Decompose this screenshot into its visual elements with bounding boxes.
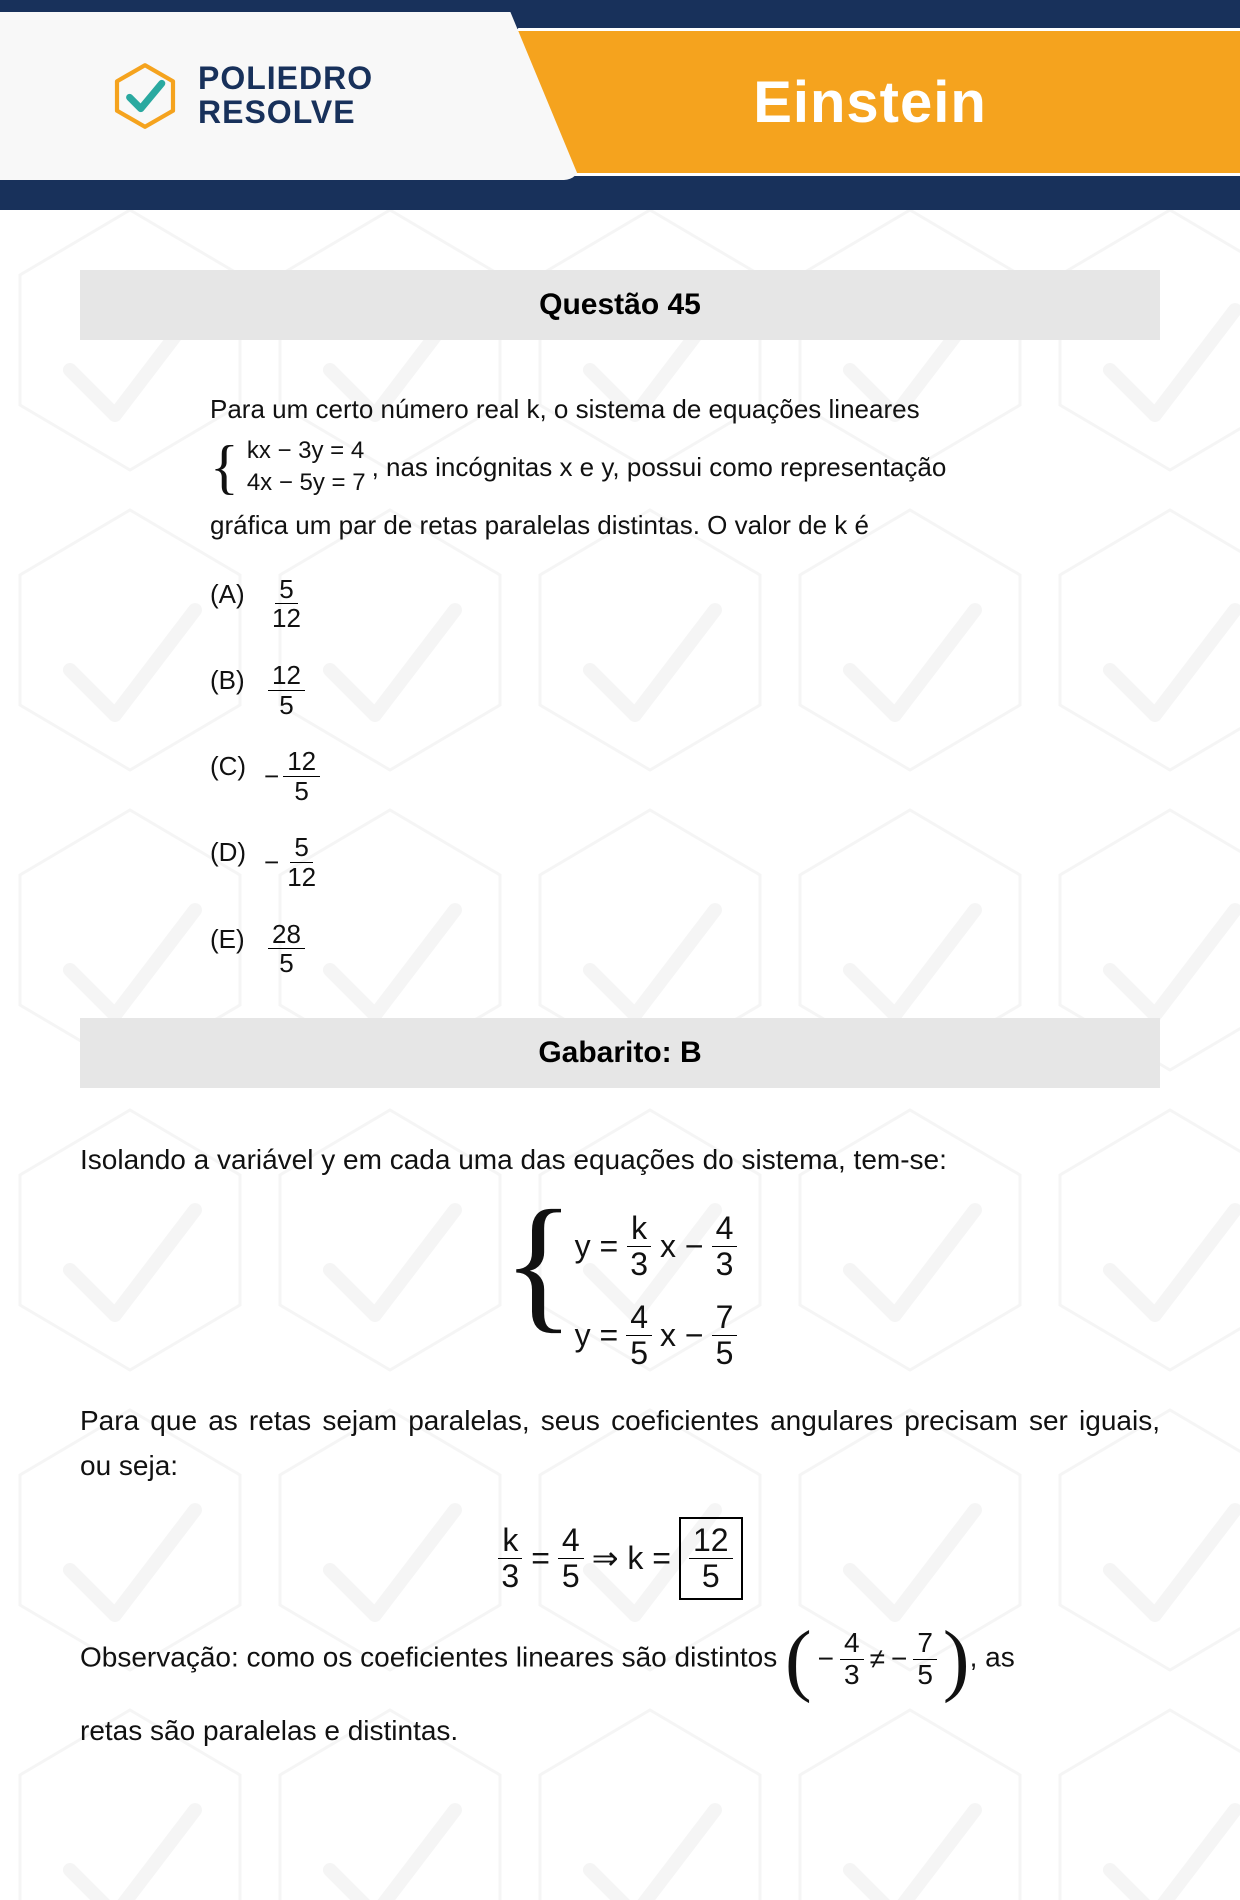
options-list: (A) 5 12 (B) 12 5 (C)	[210, 575, 1030, 978]
option-d: (D) − 5 12	[210, 833, 1030, 891]
logo-line2: RESOLVE	[198, 96, 373, 130]
brand-title: Einstein	[753, 69, 987, 136]
option-label: (D)	[210, 833, 250, 872]
boxed-answer: 125	[679, 1517, 743, 1600]
system-eq1: kx − 3y = 4	[247, 435, 366, 467]
option-label: (E)	[210, 920, 250, 959]
system-eq2: 4x − 5y = 7	[247, 467, 366, 499]
option-label: (B)	[210, 661, 250, 700]
solution-line2: Para que as retas sejam paralelas, seus …	[80, 1399, 1160, 1489]
answer-title-bar: Gabarito: B	[80, 1018, 1160, 1088]
page-content: Questão 45 Para um certo número real k, …	[0, 210, 1240, 1822]
solution-step: k3 = 45 ⇒ k = 125	[80, 1517, 1160, 1600]
option-label: (C)	[210, 747, 250, 786]
solution-eq1: y = k3 x − 43	[575, 1211, 738, 1282]
question-title-bar: Questão 45	[80, 270, 1160, 340]
logo-text: POLIEDRO RESOLVE	[198, 62, 373, 129]
system-equations: kx − 3y = 4 4x − 5y = 7	[247, 435, 366, 500]
fraction: 12 5	[268, 661, 305, 719]
option-e: (E) 28 5	[210, 920, 1030, 978]
question-intro-3: gráfica um par de retas paralelas distin…	[210, 506, 1030, 545]
logo-line1: POLIEDRO	[198, 62, 373, 96]
question-intro-2: , nas incógnitas x e y, possui como repr…	[372, 448, 947, 487]
solution-observation-2: retas são paralelas e distintas.	[80, 1709, 1160, 1754]
brace-icon: {	[503, 1211, 575, 1372]
option-a: (A) 5 12	[210, 575, 1030, 633]
logo-hex-check-icon	[110, 61, 180, 131]
solution-line1: Isolando a variável y em cada uma das eq…	[80, 1138, 1160, 1183]
option-b: (B) 12 5	[210, 661, 1030, 719]
solution-observation: Observação: como os coeficientes lineare…	[80, 1628, 1160, 1691]
question-intro-1: Para um certo número real k, o sistema d…	[210, 390, 1030, 429]
header-white-panel: POLIEDRO RESOLVE	[0, 12, 580, 180]
option-c: (C) − 12 5	[210, 747, 1030, 805]
question-system: { kx − 3y = 4 4x − 5y = 7 , nas incógnit…	[210, 435, 1030, 500]
option-label: (A)	[210, 575, 250, 614]
brace-icon: {	[210, 452, 239, 482]
fraction: 5 12	[283, 833, 320, 891]
solution-eq2: y = 45 x − 75	[575, 1300, 738, 1371]
solution-system: { y = k3 x − 43 y = 45 x − 75	[80, 1211, 1160, 1372]
page-header: Einstein POLIEDRO RESOLVE	[0, 0, 1240, 210]
fraction: 5 12	[268, 575, 305, 633]
fraction: 28 5	[268, 920, 305, 978]
solution-body: Isolando a variável y em cada uma das eq…	[80, 1138, 1160, 1754]
fraction: 12 5	[283, 747, 320, 805]
obs-inequality: ( − 43 ≠ − 75 )	[785, 1628, 970, 1691]
question-body: Para um certo número real k, o sistema d…	[80, 390, 1160, 978]
